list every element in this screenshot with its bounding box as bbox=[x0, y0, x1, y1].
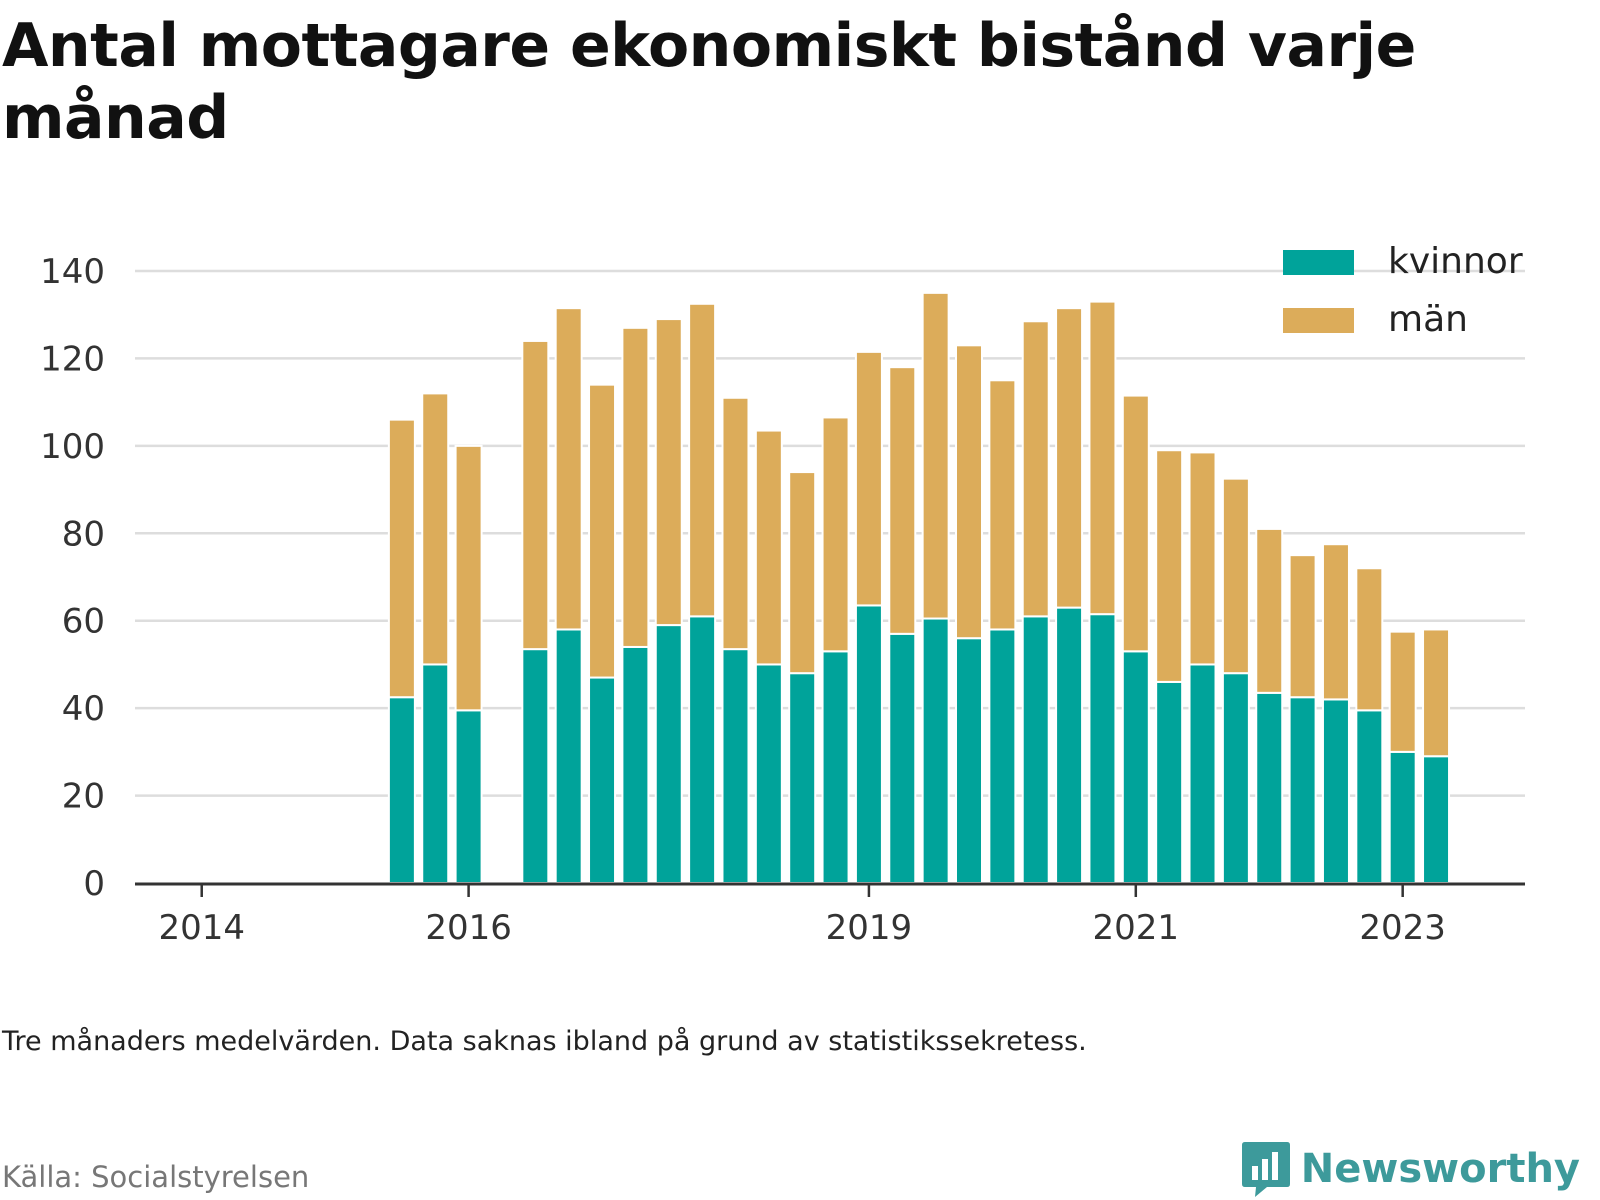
y-tick-label: 20 bbox=[62, 777, 105, 817]
y-tick-label: 80 bbox=[62, 514, 105, 554]
bar-män-2015-07 bbox=[387, 418, 416, 699]
bar-män-2022-10 bbox=[1355, 567, 1384, 712]
bar-män-2015-10 bbox=[421, 392, 450, 666]
bar-kvinnor-2017-10 bbox=[688, 615, 717, 884]
y-tick-label: 0 bbox=[83, 864, 105, 904]
bar-män-2020-10 bbox=[1088, 300, 1117, 616]
bar-kvinnor-2016-10 bbox=[554, 628, 583, 885]
legend-swatch-män bbox=[1283, 308, 1354, 333]
bar-män-2020-01 bbox=[988, 379, 1017, 631]
bar-kvinnor-2022-01 bbox=[1255, 691, 1284, 884]
brand-name: Newsworthy bbox=[1300, 1146, 1580, 1192]
x-tick-label: 2021 bbox=[1093, 908, 1180, 948]
legend-label-män: män bbox=[1388, 299, 1468, 340]
y-tick-label: 120 bbox=[40, 339, 105, 379]
bar-kvinnor-2018-01 bbox=[721, 648, 750, 885]
bar-chart-bubble-icon bbox=[1241, 1142, 1290, 1197]
bar-män-2018-07 bbox=[788, 471, 817, 675]
bar-kvinnor-2017-04 bbox=[621, 645, 650, 885]
bar-kvinnor-2016-01 bbox=[454, 709, 483, 884]
bar-män-2021-04 bbox=[1155, 449, 1184, 683]
legend-swatch-kvinnor bbox=[1283, 250, 1354, 275]
y-tick-label: 40 bbox=[62, 689, 105, 729]
bar-män-2016-01 bbox=[454, 444, 483, 712]
x-axis: 2014 2016 2019 2021 2023 bbox=[135, 882, 1525, 948]
bar-kvinnor-2022-10 bbox=[1355, 709, 1384, 884]
bar-män-2023-04 bbox=[1422, 628, 1451, 758]
bar-män-2020-07 bbox=[1055, 307, 1084, 609]
bar-män-2019-01 bbox=[854, 350, 883, 607]
bar-män-2021-10 bbox=[1221, 477, 1250, 675]
x-tick-label: 2016 bbox=[425, 908, 512, 948]
bar-kvinnor-2018-04 bbox=[754, 663, 783, 885]
bar-kvinnor-2020-01 bbox=[988, 628, 1017, 885]
bar-män-2022-01 bbox=[1255, 527, 1284, 694]
bar-kvinnor-2016-07 bbox=[521, 648, 550, 885]
chart-note: Tre månaders medelvärden. Data saknas ib… bbox=[2, 1026, 1087, 1057]
bar-kvinnor-2022-04 bbox=[1288, 696, 1317, 885]
chart-title: Antal mottagare ekonomiskt bistånd varje… bbox=[2, 11, 1416, 153]
bar-kvinnor-2017-01 bbox=[588, 676, 617, 884]
bar-kvinnor-2021-04 bbox=[1155, 680, 1184, 885]
bar-män-2017-01 bbox=[588, 383, 617, 679]
bar-män-2018-01 bbox=[721, 396, 750, 651]
bar-män-2017-04 bbox=[621, 326, 650, 648]
bars bbox=[387, 291, 1451, 885]
bar-kvinnor-2023-01 bbox=[1388, 750, 1417, 884]
bar-män-2022-07 bbox=[1321, 543, 1350, 701]
bar-män-2016-07 bbox=[521, 339, 550, 651]
legend-label-kvinnor: kvinnor bbox=[1388, 241, 1523, 282]
bar-män-2018-04 bbox=[754, 429, 783, 666]
bar-män-2021-01 bbox=[1121, 394, 1150, 653]
bar-kvinnor-2021-01 bbox=[1121, 650, 1150, 884]
bar-kvinnor-2021-07 bbox=[1188, 663, 1217, 885]
bar-kvinnor-2018-07 bbox=[788, 672, 817, 885]
legend: kvinnor män bbox=[1283, 241, 1523, 340]
bar-män-2016-10 bbox=[554, 307, 583, 631]
bar-kvinnor-2023-04 bbox=[1422, 755, 1451, 885]
bar-män-2020-04 bbox=[1021, 320, 1050, 618]
newsworthy-logo: Newsworthy bbox=[1241, 1140, 1580, 1198]
x-tick-label: 2023 bbox=[1359, 908, 1446, 948]
bar-män-2023-01 bbox=[1388, 630, 1417, 753]
y-tick-label: 140 bbox=[40, 252, 105, 292]
bar-kvinnor-2021-10 bbox=[1221, 672, 1250, 885]
source-text: Källa: Socialstyrelsen bbox=[2, 1160, 310, 1194]
bar-män-2022-04 bbox=[1288, 554, 1317, 699]
y-axis: 0 20 40 60 80 100 120 140 bbox=[40, 252, 105, 904]
bar-kvinnor-2015-07 bbox=[387, 696, 416, 885]
bar-kvinnor-2019-04 bbox=[888, 632, 917, 884]
y-tick-label: 60 bbox=[62, 602, 105, 642]
bar-kvinnor-2022-07 bbox=[1321, 698, 1350, 885]
x-tick-label: 2014 bbox=[158, 908, 245, 948]
bar-män-2021-07 bbox=[1188, 451, 1217, 666]
bar-män-2019-10 bbox=[955, 344, 983, 640]
stacked-bar-chart: 2014 2016 2019 2021 2023 020406080100120140 … bbox=[40, 241, 1525, 948]
bar-kvinnor-2015-10 bbox=[421, 663, 450, 885]
bar-kvinnor-2019-07 bbox=[921, 617, 950, 884]
y-tick-label: 100 bbox=[40, 427, 105, 467]
bar-kvinnor-2020-04 bbox=[1021, 615, 1050, 884]
bar-kvinnor-2019-01 bbox=[854, 604, 883, 885]
bar-män-2019-07 bbox=[921, 291, 950, 620]
bar-kvinnor-2018-10 bbox=[821, 650, 850, 884]
bar-män-2017-10 bbox=[688, 302, 717, 618]
bar-män-2019-04 bbox=[888, 366, 917, 635]
bar-kvinnor-2020-10 bbox=[1088, 613, 1117, 885]
bar-kvinnor-2019-10 bbox=[955, 637, 983, 885]
x-tick-label: 2019 bbox=[826, 908, 913, 948]
bar-kvinnor-2020-07 bbox=[1055, 606, 1084, 884]
bar-män-2017-07 bbox=[654, 318, 683, 627]
bar-kvinnor-2017-07 bbox=[654, 624, 683, 884]
bar-män-2018-10 bbox=[821, 416, 850, 653]
